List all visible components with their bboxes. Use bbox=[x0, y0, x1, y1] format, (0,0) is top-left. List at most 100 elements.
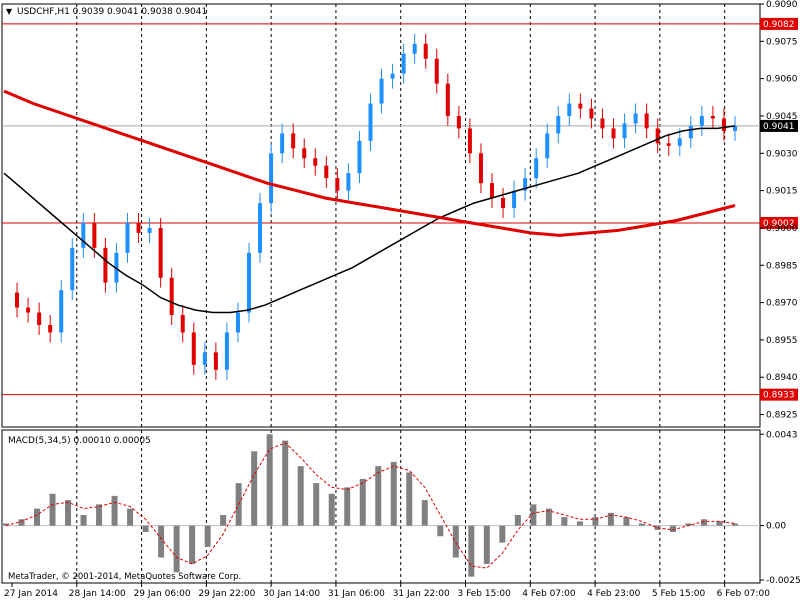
candle-body bbox=[467, 128, 472, 154]
macd-bar bbox=[220, 515, 227, 526]
price-label: 0.8985 bbox=[766, 261, 798, 271]
macd-panel-frame bbox=[1, 429, 761, 584]
moving-averages bbox=[3, 89, 736, 314]
main-panel-frame bbox=[1, 3, 761, 428]
candle-body bbox=[445, 83, 450, 116]
candle-body bbox=[523, 178, 528, 191]
macd-bar bbox=[313, 483, 320, 526]
candle-body bbox=[379, 78, 384, 104]
macd-bar bbox=[669, 525, 676, 532]
candle-body bbox=[92, 222, 97, 248]
macd-bar bbox=[18, 519, 25, 526]
level-tag bbox=[760, 17, 798, 30]
candle-body bbox=[269, 153, 274, 204]
candle-body bbox=[324, 165, 329, 179]
macd-bar bbox=[716, 521, 723, 526]
macd-bar bbox=[700, 519, 707, 526]
time-label: 28 Jan 14:00 bbox=[69, 589, 126, 599]
macd-bar bbox=[251, 451, 258, 526]
candle-body bbox=[158, 227, 163, 278]
candle-body bbox=[280, 133, 285, 154]
candle-body bbox=[59, 290, 64, 333]
time-label: 30 Jan 14:00 bbox=[263, 589, 320, 599]
candle-body bbox=[478, 153, 483, 184]
time-axis: 27 Jan 2014 28 Jan 14:00 29 Jan 06:00 29 Ja… bbox=[4, 583, 770, 599]
candle-body bbox=[390, 73, 395, 79]
candle-body bbox=[534, 158, 539, 179]
macd-bar bbox=[406, 472, 413, 526]
macd-bar bbox=[3, 523, 9, 526]
time-label: 27 Jan 2014 bbox=[4, 589, 58, 599]
candle-body bbox=[37, 312, 42, 325]
macd-bar bbox=[111, 495, 118, 526]
symbol-info: USDCHF,H1 0.9039 0.9041 0.9038 0.9041 bbox=[17, 7, 207, 17]
time-label: 4 Feb 07:00 bbox=[522, 589, 576, 599]
level-label: 0.9002 bbox=[763, 219, 795, 229]
macd-bar bbox=[282, 440, 289, 526]
candle-body bbox=[434, 58, 439, 84]
candle-body bbox=[401, 53, 406, 74]
macd-bar bbox=[142, 525, 149, 532]
ma-fast-line bbox=[3, 125, 736, 314]
macd-bar bbox=[344, 487, 351, 526]
candle-body bbox=[412, 43, 417, 54]
time-label: 29 Jan 22:00 bbox=[198, 589, 255, 599]
macd-bar bbox=[65, 500, 72, 526]
price-label: 0.9030 bbox=[766, 149, 798, 159]
candle-body bbox=[125, 222, 130, 253]
macd-axis: 0.0043 0.00 -0.00256 bbox=[760, 430, 800, 586]
current-price-tag bbox=[760, 119, 798, 132]
candle-body bbox=[423, 43, 428, 59]
macd-bar bbox=[685, 523, 692, 526]
candle-body bbox=[611, 128, 616, 139]
triangle-down-icon[interactable]: ▼ bbox=[6, 7, 13, 16]
candle-body bbox=[710, 115, 715, 119]
macd-bar bbox=[204, 525, 211, 547]
candle-body bbox=[688, 125, 693, 139]
macd-bar bbox=[499, 525, 506, 543]
time-label: 5 Feb 15:00 bbox=[652, 589, 706, 599]
macd-bar bbox=[607, 512, 614, 526]
candle-body bbox=[490, 183, 494, 199]
price-label: 0.8955 bbox=[766, 336, 798, 346]
price-axis: 0.9090 0.9075 0.9060 0.9045 0.9030 0.9015 0.90… bbox=[760, 0, 798, 421]
macd-bar bbox=[732, 523, 738, 526]
macd-bar bbox=[421, 500, 428, 526]
time-label: 31 Jan 22:00 bbox=[393, 589, 450, 599]
macd-label: -0.00256 bbox=[766, 576, 800, 586]
candle-body bbox=[721, 118, 726, 131]
macd-bar bbox=[34, 508, 41, 526]
candle-body bbox=[202, 352, 207, 365]
candle-body bbox=[346, 173, 351, 191]
price-label: 0.9060 bbox=[766, 75, 798, 85]
candle-body bbox=[677, 138, 682, 146]
macd-bar bbox=[49, 493, 56, 526]
candle-body bbox=[633, 113, 638, 124]
candle-body bbox=[589, 108, 594, 119]
candle-body bbox=[247, 252, 251, 313]
macd-bar bbox=[530, 504, 537, 526]
macd-bar bbox=[127, 508, 134, 526]
macd-bar bbox=[375, 466, 382, 526]
price-label: 0.8925 bbox=[766, 411, 798, 421]
macd-bar bbox=[158, 525, 165, 558]
macd-bar bbox=[390, 461, 397, 526]
candles bbox=[15, 33, 737, 380]
price-label: 0.9000 bbox=[766, 224, 798, 234]
copyright: MetaTrader, © 2001-2014, MetaQuotes Soft… bbox=[8, 572, 241, 582]
macd-bar bbox=[266, 434, 273, 526]
candle-body bbox=[224, 332, 229, 370]
candle-body bbox=[26, 307, 31, 313]
candle-body bbox=[578, 103, 583, 109]
level-label: 0.9082 bbox=[763, 20, 795, 30]
time-label: 4 Feb 23:00 bbox=[587, 589, 641, 599]
horizontal-levels[interactable]: 0.9082 0.9002 0.8933 0.9041 bbox=[2, 17, 798, 401]
macd-label: 0.00 bbox=[766, 522, 786, 532]
candle-body bbox=[456, 115, 461, 129]
macd-bar bbox=[437, 525, 444, 537]
candle-body bbox=[567, 103, 572, 116]
candle-body bbox=[291, 133, 296, 149]
candle-body bbox=[136, 222, 141, 233]
